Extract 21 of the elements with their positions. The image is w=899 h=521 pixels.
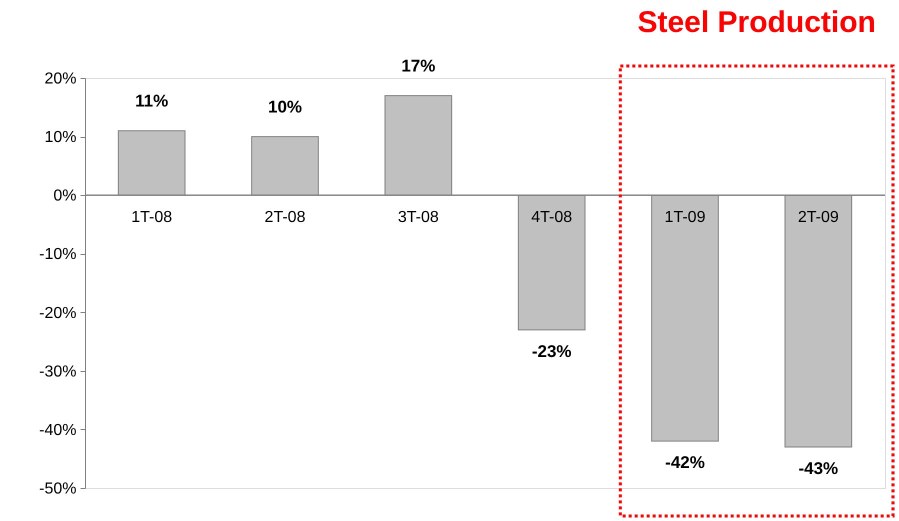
data-label: -43%	[798, 459, 838, 478]
data-label: 11%	[135, 92, 168, 111]
y-tick-label: 20%	[44, 70, 76, 88]
x-tick-label: 1T-09	[664, 209, 706, 226]
data-label: -23%	[532, 342, 572, 361]
data-label: 10%	[268, 98, 302, 117]
y-tick-label: -20%	[39, 304, 76, 322]
chart-title: Steel Production	[637, 6, 876, 39]
x-tick-label: 3T-08	[398, 209, 439, 226]
y-tick-label: 10%	[44, 129, 76, 146]
x-tick-label: 2T-09	[798, 209, 839, 226]
x-tick-label: 1T-08	[131, 209, 172, 226]
data-label: -42%	[665, 453, 705, 472]
y-tick-label: 0%	[53, 188, 76, 205]
y-tick-label: -30%	[39, 363, 76, 380]
x-tick-label: 2T-08	[264, 209, 306, 226]
data-label: 17%	[401, 56, 436, 76]
x-tick-label: 4T-08	[531, 209, 572, 226]
y-tick-label: -40%	[39, 422, 76, 439]
y-tick-label: -10%	[39, 246, 76, 264]
y-tick-label: -50%	[39, 480, 76, 498]
